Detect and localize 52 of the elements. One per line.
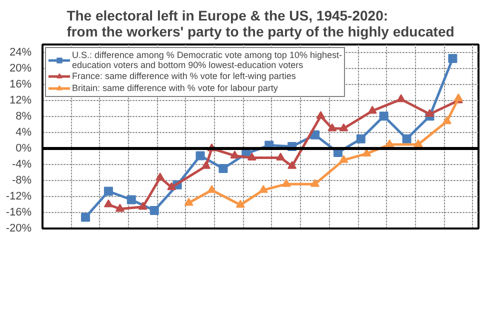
point bbox=[218, 164, 228, 173]
point bbox=[196, 151, 205, 160]
y-tick-label: 0% bbox=[16, 142, 32, 154]
point bbox=[247, 152, 256, 161]
point bbox=[414, 139, 423, 148]
point bbox=[442, 116, 452, 124]
point bbox=[230, 150, 240, 159]
point bbox=[396, 94, 406, 102]
y-tick-label: 24% bbox=[9, 46, 32, 58]
point bbox=[425, 108, 434, 117]
legend-label: France: same difference with % vote for left-wing parties bbox=[72, 71, 296, 81]
point bbox=[288, 160, 297, 169]
point bbox=[356, 134, 366, 144]
point bbox=[402, 134, 412, 144]
point bbox=[236, 200, 245, 208]
y-tick-label: 20% bbox=[9, 62, 32, 74]
point bbox=[115, 204, 124, 212]
y-tick-label: 8% bbox=[16, 110, 32, 122]
y-tick-label: -20% bbox=[6, 222, 32, 234]
point bbox=[328, 123, 337, 132]
point bbox=[138, 202, 148, 210]
point bbox=[379, 112, 388, 121]
point bbox=[258, 184, 268, 193]
y-tick-label: -16% bbox=[6, 206, 32, 218]
point bbox=[150, 206, 159, 215]
y-tick-label: 12% bbox=[9, 94, 32, 106]
y-tick-label: 4% bbox=[16, 126, 32, 138]
point bbox=[310, 178, 320, 187]
y-tick-label: -4% bbox=[12, 158, 32, 170]
point bbox=[184, 198, 194, 206]
point bbox=[126, 195, 136, 204]
point bbox=[339, 123, 348, 132]
point bbox=[81, 212, 90, 222]
y-tick-label: -12% bbox=[6, 190, 32, 202]
y-tick-label: 16% bbox=[9, 78, 32, 90]
legend-label: U.S.: difference among % Democratic vote among top 10% highest-education voters and bottom 90% lowest-education voters bbox=[72, 50, 342, 70]
point bbox=[316, 110, 326, 119]
point bbox=[202, 160, 210, 169]
point bbox=[385, 139, 394, 148]
y-tick-label: -8% bbox=[12, 174, 32, 186]
legend-label: Britain: same difference with % vote for labour party bbox=[72, 83, 278, 93]
point bbox=[104, 199, 113, 208]
chart-title: The electoral left in Europe & the US, 1945-2020: from the workers' party to the party of the highly educated bbox=[66, 8, 454, 40]
point bbox=[368, 106, 377, 114]
point bbox=[282, 178, 291, 187]
point bbox=[276, 152, 286, 161]
point bbox=[156, 172, 165, 181]
point bbox=[207, 184, 216, 193]
point bbox=[104, 186, 113, 196]
point bbox=[448, 54, 458, 63]
point bbox=[167, 182, 176, 190]
point bbox=[339, 154, 348, 163]
